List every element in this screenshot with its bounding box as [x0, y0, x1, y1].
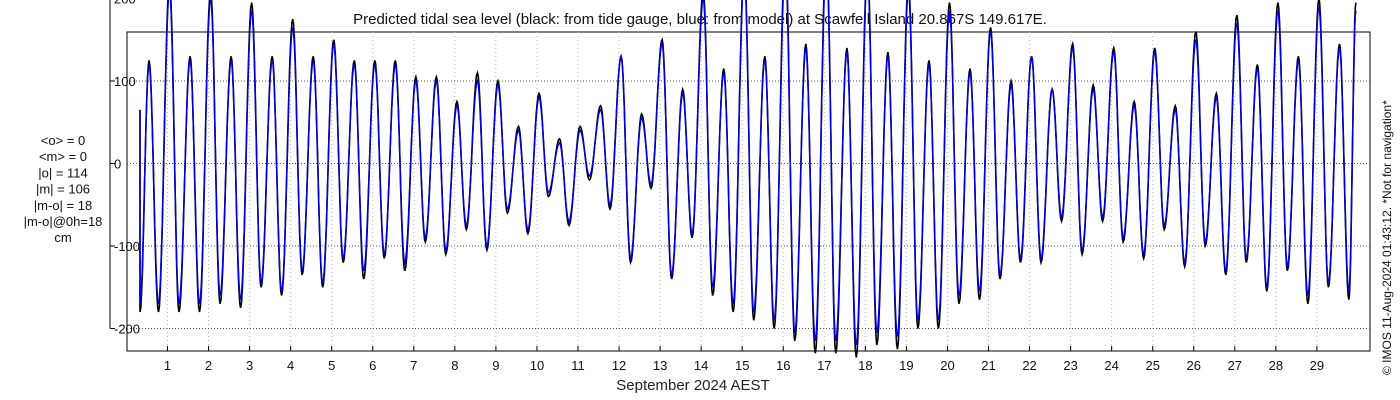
x-tick-label: 9 — [492, 358, 499, 373]
stats-panel: <o> = 0<m> = 0|o| = 114 |m| = 106|m-o| = … — [24, 133, 103, 245]
stats-line: <o> = 0 — [41, 133, 85, 148]
x-tick-label: 6 — [369, 358, 376, 373]
x-tick-label: 24 — [1104, 358, 1118, 373]
x-tick-label: 3 — [246, 358, 253, 373]
y-axis: -200 -100 0 100 200 — [109, 0, 140, 337]
x-tick-label: 14 — [694, 358, 708, 373]
y-tick-label: 100 — [114, 74, 136, 89]
stats-line: <m> = 0 — [39, 149, 87, 164]
x-tick-label: 12 — [612, 358, 626, 373]
x-tick-label: 4 — [287, 358, 294, 373]
y-tick-label: 200 — [114, 0, 136, 7]
x-tick-label: 26 — [1187, 358, 1201, 373]
y-tick-label: -200 — [114, 322, 140, 337]
x-tick-label: 13 — [653, 358, 667, 373]
grid-lines — [127, 32, 1370, 351]
x-tick-label: 16 — [776, 358, 790, 373]
x-tick-label: 11 — [571, 358, 585, 373]
x-tick-label: 28 — [1269, 358, 1283, 373]
x-tick-label: 7 — [410, 358, 417, 373]
stats-line: |m-o| = 18 — [34, 198, 92, 213]
stats-line: |m-o|@0h=18 — [24, 214, 103, 229]
x-tick-label: 20 — [940, 358, 954, 373]
stats-line: |m| = 106 — [36, 182, 90, 197]
x-tick-label: 15 — [735, 358, 749, 373]
x-tick-label: 18 — [858, 358, 872, 373]
x-tick-label: 22 — [1022, 358, 1036, 373]
x-tick-label: 29 — [1310, 358, 1324, 373]
series-line-model — [139, 0, 1357, 346]
x-tick-label: 19 — [899, 358, 913, 373]
x-tick-label: 1 — [164, 358, 171, 373]
x-tick-label: 10 — [530, 358, 544, 373]
y-tick-label: 0 — [114, 157, 121, 172]
x-tick-label: 27 — [1228, 358, 1242, 373]
x-tick-label: 23 — [1063, 358, 1077, 373]
x-tick-label: 5 — [328, 358, 335, 373]
x-tick-label: 21 — [981, 358, 995, 373]
credit-text: © IMOS 11-Aug-2024 01:43:12. *Not for na… — [1380, 100, 1394, 375]
series-line-tide-gauge — [139, 0, 1357, 358]
series-lines — [139, 0, 1357, 358]
x-axis-label: September 2024 AEST — [616, 377, 769, 394]
x-axis: 1 2 3 4 5 6 7 8 9 10 11 12 13 14 15 16 17 18 19 20 21 22 23 24 2… — [164, 346, 1324, 373]
stats-line: |o| = 114 — [38, 165, 88, 180]
x-tick-label: 25 — [1145, 358, 1159, 373]
x-tick-label: 2 — [205, 358, 212, 373]
stats-line: cm — [54, 230, 71, 245]
x-tick-label: 8 — [451, 358, 458, 373]
plot-frame — [126, 31, 1371, 352]
x-tick-label: 17 — [817, 358, 831, 373]
y-tick-label: -100 — [114, 239, 140, 254]
